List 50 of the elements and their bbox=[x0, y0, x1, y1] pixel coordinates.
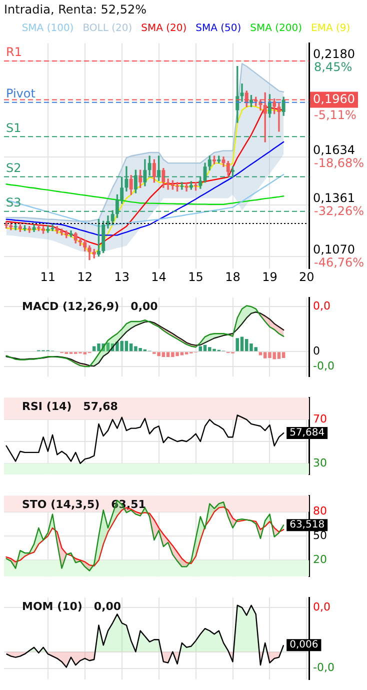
text: SMA (20) bbox=[141, 22, 187, 34]
y-tick-label: 70 bbox=[313, 412, 327, 426]
ref-line-label: S3 bbox=[6, 196, 22, 210]
y-tick-label: 80 bbox=[313, 504, 327, 518]
bar bbox=[240, 336, 244, 352]
ref-line-label: R1 bbox=[6, 45, 22, 60]
ref-line-label: S1 bbox=[6, 120, 22, 135]
x-tick-label: 13 bbox=[114, 270, 130, 284]
chart-title: Intradia, Renta: 52,52% bbox=[4, 2, 147, 16]
y-tick-label: -0,0 bbox=[313, 359, 334, 372]
x-tick-label: 18 bbox=[225, 270, 240, 284]
y-tick-label: 20 bbox=[313, 553, 327, 566]
y-tick-label: 0,1070 bbox=[313, 242, 355, 256]
y-tick-label: 0,1634 bbox=[313, 143, 355, 158]
text: SMA (50) bbox=[196, 22, 242, 34]
y-tick-label: 0,2180 bbox=[313, 47, 355, 62]
bar bbox=[198, 346, 202, 352]
y-tick-label: -0,0 bbox=[313, 661, 334, 674]
x-tick-label: 15 bbox=[188, 270, 204, 284]
x-tick-label: 12 bbox=[77, 270, 93, 284]
y-tick-label: 0,1361 bbox=[313, 191, 355, 206]
y-tick-label: 30 bbox=[313, 456, 327, 470]
y-tick-label: 0 bbox=[313, 344, 320, 358]
chart-title: MOM (10) 0,00 bbox=[22, 600, 122, 613]
chart-title: MACD (12,26,9) 0,00 bbox=[22, 300, 158, 313]
text: SMA (100) bbox=[22, 22, 74, 34]
text: EMA (9) bbox=[311, 22, 350, 34]
x-tick-label: 20 bbox=[299, 270, 314, 284]
y-tick-label: 50 bbox=[313, 528, 327, 542]
bar bbox=[282, 352, 286, 358]
bar bbox=[258, 352, 262, 356]
data-label: 0,006 bbox=[290, 640, 318, 651]
chart-title: RSI (14) 57,68 bbox=[22, 400, 118, 413]
x-tick-label: 14 bbox=[151, 270, 166, 284]
ref-line-label: S2 bbox=[6, 160, 22, 175]
x-tick-label: 11 bbox=[40, 270, 56, 284]
data-label: 57,684 bbox=[290, 428, 325, 439]
y2-tick-label: 8,45% bbox=[314, 60, 352, 74]
y2-tick-label: -32,26% bbox=[314, 204, 364, 218]
ref-line-label: 0,1960 bbox=[313, 92, 355, 106]
x-tick-label: 19 bbox=[262, 270, 278, 284]
data-label: 63,518 bbox=[290, 520, 325, 531]
text: BOLL (20) bbox=[82, 22, 132, 34]
y2-tick-label: -46,76% bbox=[314, 255, 364, 270]
ref-line-label: Pivot bbox=[6, 86, 36, 100]
y-tick-label: 0,0 bbox=[313, 600, 330, 614]
y2-tick-label: -5,11% bbox=[314, 108, 356, 122]
y2-tick-label: -18,68% bbox=[314, 156, 364, 170]
y-tick-label: 0,0 bbox=[313, 299, 330, 312]
text: SMA (200) bbox=[250, 22, 302, 34]
